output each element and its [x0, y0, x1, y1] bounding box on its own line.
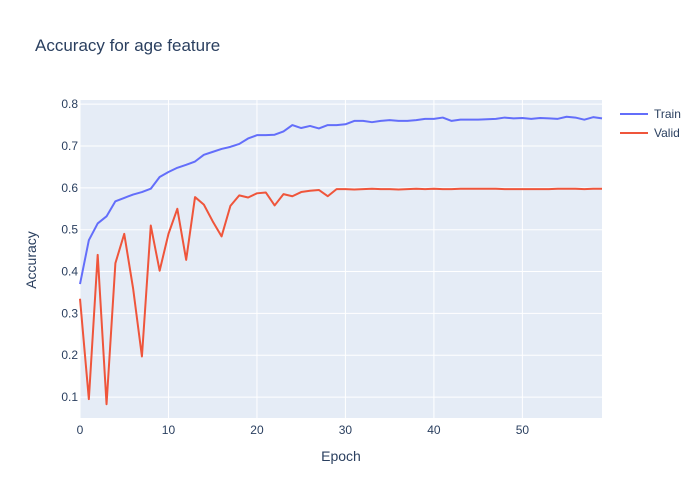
x-tick-label: 0 [77, 423, 84, 437]
y-tick-label: 0.1 [61, 390, 78, 404]
plot-area [80, 100, 602, 418]
x-tick-label: 10 [162, 423, 176, 437]
legend-item-valid[interactable]: Valid [620, 126, 680, 140]
legend-label: Train [654, 107, 681, 121]
legend[interactable]: Train Valid [620, 107, 681, 140]
y-tick-label: 0.5 [61, 223, 78, 237]
chart-title: Accuracy for age feature [35, 36, 220, 55]
series-line-valid [79, 187, 602, 406]
x-tick-label: 30 [339, 423, 353, 437]
y-tick-label: 0.6 [61, 181, 78, 195]
y-tick-label: 0.8 [61, 97, 78, 111]
x-axis-ticks: 0 10 20 30 40 50 [77, 423, 530, 437]
y-axis-title: Accuracy [23, 231, 39, 289]
grid-lines [79, 100, 602, 418]
x-tick-label: 40 [427, 423, 441, 437]
legend-item-train[interactable]: Train [620, 107, 681, 121]
y-tick-label: 0.2 [61, 348, 78, 362]
x-axis-title: Epoch [321, 448, 361, 464]
series-line-train [79, 115, 603, 285]
x-tick-label: 50 [516, 423, 530, 437]
legend-label: Valid [654, 126, 680, 140]
y-axis-ticks: 0.1 0.2 0.3 0.4 0.5 0.6 0.7 0.8 [61, 97, 78, 404]
x-tick-label: 20 [250, 423, 264, 437]
series-lines [79, 115, 603, 406]
y-tick-label: 0.7 [61, 139, 78, 153]
y-tick-label: 0.3 [61, 306, 78, 320]
y-tick-label: 0.4 [61, 265, 78, 279]
